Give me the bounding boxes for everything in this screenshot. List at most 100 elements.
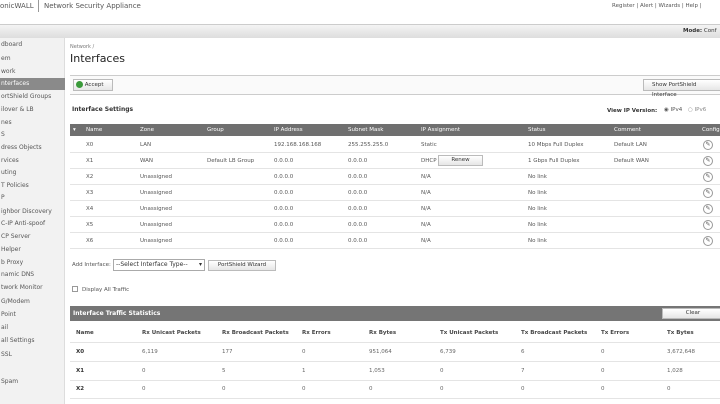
cell: 0.0.0.0 — [348, 174, 368, 180]
edit-icon[interactable]: ✎ — [703, 188, 713, 198]
column-header[interactable]: IP Assignment — [421, 127, 461, 133]
cell: 0.0.0.0 — [348, 206, 368, 212]
sidebar-item[interactable]: em — [1, 55, 11, 62]
wizards-link[interactable]: Wizards — [658, 3, 681, 9]
interface-row[interactable]: X1 WAN Default LB Group 0.0.0.0 0.0.0.0 DHCP 1… — [70, 153, 720, 169]
ipv4-radio[interactable]: ◉ IPv4 — [664, 107, 683, 113]
cell: Default LB Group — [207, 158, 255, 164]
edit-icon[interactable]: ✎ — [703, 236, 713, 246]
sidebar-item[interactable]: uting — [1, 169, 17, 176]
column-header[interactable]: Name — [86, 127, 103, 133]
sidebar-item[interactable] — [0, 362, 65, 374]
stats-column-header: Name — [76, 330, 94, 336]
cell: 0.0.0.0 — [274, 174, 294, 180]
interface-row[interactable]: X5 Unassigned 0.0.0.0 0.0.0.0 N/A No link — [70, 217, 720, 233]
stats-cell: 0 — [440, 367, 444, 374]
edit-icon[interactable]: ✎ — [703, 220, 713, 230]
column-header[interactable]: Status — [528, 127, 546, 133]
column-header[interactable]: Configure — [702, 127, 720, 133]
breadcrumb[interactable]: Network / — [70, 44, 95, 50]
sidebar: dboard em work nterfaces ortShield Groups ilo… — [0, 38, 65, 404]
renew-button[interactable]: Renew — [438, 155, 483, 166]
interface-type-select[interactable]: --Select Interface Type-- ▾ — [113, 259, 205, 271]
stats-cell: 0 — [369, 386, 373, 392]
interface-row[interactable]: X6 Unassigned 0.0.0.0 0.0.0.0 N/A No link — [70, 233, 720, 249]
stats-cell: X2 — [76, 386, 85, 392]
top-header: onicWALL Network Security Appliance Regi… — [0, 0, 720, 24]
column-header[interactable]: Subnet Mask — [348, 127, 384, 133]
sidebar-item[interactable]: rvices — [1, 157, 19, 164]
interface-row[interactable]: X4 Unassigned 0.0.0.0 0.0.0.0 N/A No link — [70, 201, 720, 217]
sidebar-item[interactable]: Point — [1, 311, 16, 318]
sidebar-item[interactable]: Helper — [1, 246, 21, 253]
register-link[interactable]: Register — [612, 3, 635, 9]
stats-cell: 6 — [521, 349, 525, 355]
cell: X4 — [86, 206, 94, 212]
sidebar-item[interactable]: SSL — [1, 351, 12, 358]
cell: Default LAN — [614, 142, 647, 148]
sidebar-item[interactable]: ilover & LB — [1, 106, 34, 113]
sidebar-item[interactable]: CP Server — [1, 233, 31, 240]
edit-icon[interactable]: ✎ — [703, 156, 713, 166]
stats-cell: 0 — [302, 386, 306, 392]
column-header[interactable]: Comment — [614, 127, 641, 133]
sidebar-item[interactable]: twork Monitor — [1, 284, 43, 291]
check-icon — [76, 81, 83, 88]
display-all-traffic-checkbox[interactable] — [72, 286, 78, 292]
sidebar-item[interactable]: dress Objects — [1, 144, 42, 151]
cell: Unassigned — [140, 222, 172, 228]
cell: No link — [528, 190, 547, 196]
sidebar-item[interactable]: ail — [1, 324, 9, 331]
ipv6-radio[interactable]: ○ IPv6 — [688, 107, 707, 113]
cell: 0.0.0.0 — [274, 190, 294, 196]
stats-cell: 1,053 — [369, 367, 385, 374]
accept-button[interactable]: Accept — [73, 79, 113, 91]
stats-column-header: Tx Bytes — [667, 330, 694, 336]
sidebar-item[interactable]: work — [1, 68, 16, 75]
sidebar-item[interactable]: Spam — [1, 378, 19, 385]
sidebar-item[interactable]: P — [1, 194, 5, 201]
cell: 0.0.0.0 — [348, 222, 368, 228]
cell: No link — [528, 222, 547, 228]
sidebar-item[interactable]: S — [1, 131, 5, 138]
column-header[interactable]: Zone — [140, 127, 155, 133]
cell: 255.255.255.0 — [348, 142, 389, 148]
sidebar-item[interactable]: all Settings — [1, 337, 35, 344]
show-portshield-button[interactable]: Show PortShield Interface — [643, 79, 720, 98]
cell: 0.0.0.0 — [348, 158, 368, 164]
clear-button[interactable]: Clear — [662, 308, 720, 319]
sidebar-item[interactable]: ighbor Discovery — [1, 208, 52, 215]
interface-row[interactable]: X3 Unassigned 0.0.0.0 0.0.0.0 N/A No link — [70, 185, 720, 201]
sidebar-item[interactable]: namic DNS — [1, 271, 35, 278]
alert-link[interactable]: Alert — [640, 3, 654, 9]
sidebar-item[interactable]: T Policies — [1, 182, 29, 189]
cell: 0.0.0.0 — [348, 190, 368, 196]
edit-icon[interactable]: ✎ — [703, 140, 713, 150]
sidebar-item[interactable]: ortShield Groups — [1, 93, 52, 100]
sidebar-item[interactable]: C-IP Anti-spoof — [1, 220, 46, 227]
stats-cell: 0 — [142, 386, 146, 392]
cell: LAN — [140, 142, 152, 148]
interface-settings-heading: Interface Settings — [72, 106, 134, 113]
edit-icon[interactable]: ✎ — [703, 204, 713, 214]
sidebar-item[interactable]: nes — [1, 119, 12, 126]
cell: Unassigned — [140, 238, 172, 244]
stats-cell: 6,119 — [142, 349, 158, 355]
edit-icon[interactable]: ✎ — [703, 172, 713, 182]
column-header[interactable]: Group — [207, 127, 224, 133]
interface-row[interactable]: X2 Unassigned 0.0.0.0 0.0.0.0 N/A No link — [70, 169, 720, 185]
stats-column-header: Tx Unicast Packets — [440, 330, 499, 336]
sidebar-item[interactable]: dboard — [1, 41, 23, 48]
sidebar-item[interactable]: nterfaces — [0, 78, 65, 90]
interface-row[interactable]: X0 LAN 192.168.168.168 255.255.255.0 Static 1… — [70, 137, 720, 153]
column-header[interactable]: IP Address — [274, 127, 303, 133]
stats-row: X1 0 5 1 1,053 0 7 0 1,028 — [70, 362, 720, 381]
sidebar-item[interactable]: b Proxy — [1, 259, 24, 266]
product-name: Network Security Appliance — [44, 2, 141, 10]
sidebar-item[interactable]: G/Modem — [1, 298, 30, 305]
interfaces-table-header: ▾ Name Zone Group IP Address Subnet Mask IP As… — [70, 124, 720, 136]
stats-column-header: Rx Bytes — [369, 330, 397, 336]
cell: X6 — [86, 238, 94, 244]
portshield-wizard-button[interactable]: PortShield Wizard — [208, 260, 276, 271]
help-link[interactable]: Help — [685, 3, 698, 9]
